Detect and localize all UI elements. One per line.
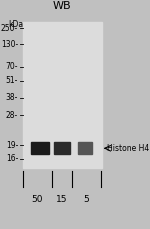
Bar — [23, 22, 102, 168]
Text: kDa: kDa — [8, 20, 23, 29]
Text: 38-: 38- — [6, 93, 18, 102]
Text: 50: 50 — [32, 195, 43, 204]
Text: 19-: 19- — [6, 141, 18, 150]
Text: 250-: 250- — [1, 24, 18, 33]
Text: 28-: 28- — [6, 111, 18, 120]
Text: 70-: 70- — [6, 62, 18, 71]
Bar — [54, 142, 70, 154]
Text: 130-: 130- — [1, 40, 18, 49]
Text: 51-: 51- — [6, 76, 18, 85]
Bar — [78, 142, 92, 154]
Text: 15: 15 — [56, 195, 67, 204]
Text: WB: WB — [53, 1, 72, 11]
Bar — [31, 142, 49, 154]
Text: Histone H4: Histone H4 — [107, 144, 149, 153]
Text: 16-: 16- — [6, 155, 18, 164]
Text: 5: 5 — [83, 195, 89, 204]
